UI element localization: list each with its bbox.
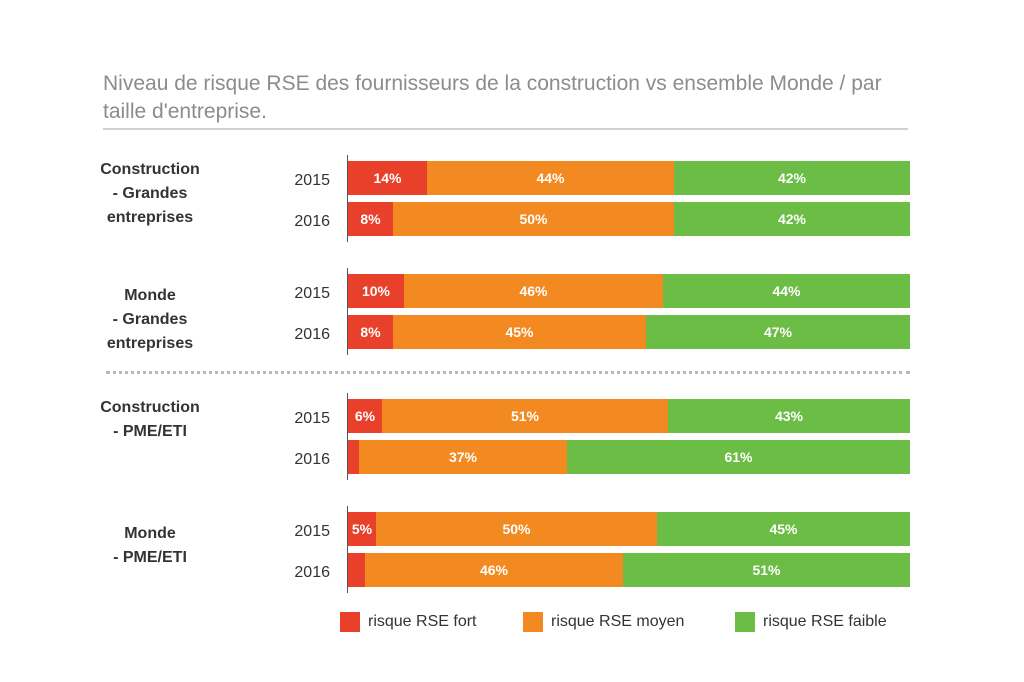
bar-segment-fort [348,202,393,236]
data-label: 50% [519,211,548,227]
group-label-line: - PME/ETI [113,549,187,566]
year-label: 2016 [294,564,330,581]
data-label: 45% [769,521,798,537]
bar-segment-fort [348,161,427,195]
group-label-line: Construction [100,161,200,178]
bar-segment-moyen [376,512,657,546]
data-label: 5% [351,521,373,537]
bar-segment-faible [646,315,910,349]
group-label-line: entreprises [106,335,194,352]
year-label: 2016 [294,213,330,230]
data-label: 47% [763,324,793,340]
bar-segment-moyen [393,315,646,349]
bar-segment-moyen [382,399,668,433]
stacked-bar: 3%46%51% [348,553,910,587]
data-label: 46% [479,562,509,578]
data-label: 45% [505,324,534,340]
bar-segment-faible [623,553,910,587]
bar-segment-moyen [359,440,567,474]
bar-segment-faible [668,399,910,433]
group-label: Construction - PME/ETI [70,396,230,444]
legend-label: risque RSE fort [368,613,477,630]
stacked-bar: 8% 45% 47% [348,315,910,349]
bar-segment-fort [348,553,365,587]
bar-segment-fort [348,399,382,433]
stacked-bar: 6% 51% 43% [348,399,910,433]
bar-segment-faible [663,274,910,308]
bar-segment-moyen [427,161,674,195]
group-label-line: entreprises [106,209,194,226]
stacked-bar: 8% 50% 42% [348,202,910,236]
group-axis-line [347,155,348,242]
legend-swatch [340,612,360,632]
group-axis-line [347,393,348,480]
legend-swatch [523,612,543,632]
bar-segment-fort [348,315,393,349]
year-label: 2016 [294,451,330,468]
data-label: 51% [510,408,540,424]
data-label: 42% [777,211,807,227]
group-axis-line [347,268,348,355]
data-label: 50% [502,521,531,537]
bar-segment-fort [348,440,359,474]
data-label: 8% [360,211,381,227]
group-label: Monde - PME/ETI [70,522,230,570]
group-label-line: Construction [100,399,200,416]
stacked-bar: 2%37%61% [348,440,910,474]
bar-segment-faible [674,161,910,195]
data-label: 61% [724,449,753,465]
bar-segment-faible [657,512,910,546]
stacked-bar: 14% 44% 42% [348,161,910,195]
chart-title: Niveau de risque RSE des fournisseurs de… [103,72,882,123]
group-label: Construction - Grandes entreprises [70,158,230,230]
year-label: 2015 [294,523,330,540]
bar-segment-fort [348,274,404,308]
data-label: 37% [448,449,478,465]
group-separator [106,371,910,374]
group-label-line: Monde [124,525,176,542]
group-label-line: - Grandes [112,185,188,202]
legend-label: risque RSE moyen [551,613,685,630]
year-label: 2016 [294,326,330,343]
data-label: 51% [752,562,781,578]
data-label: 42% [777,170,807,186]
bar-segment-faible [674,202,910,236]
title-divider [103,128,908,130]
data-label: 44% [772,283,801,299]
legend-label: risque RSE faible [763,613,887,630]
year-label: 2015 [294,285,330,302]
data-label: 46% [519,283,548,299]
group-label-line: Monde [124,287,176,304]
data-label: 44% [536,170,565,186]
group-label: Monde - Grandes entreprises [70,284,230,356]
group-label-line: - Grandes [112,311,188,328]
year-label: 2015 [294,410,330,427]
bar-segment-moyen [365,553,623,587]
stacked-bar: 10% 46% 44% [348,274,910,308]
data-label: 14% [373,170,402,186]
group-axis-line [347,506,348,593]
data-label: 6% [354,408,376,424]
bar-segment-faible [567,440,910,474]
data-label: 8% [360,324,381,340]
group-label-line: - PME/ETI [113,423,187,440]
data-label: 43% [774,408,804,424]
stacked-bar: 5% 50% 45% [348,512,910,546]
bar-segment-moyen [393,202,674,236]
legend-swatch [735,612,755,632]
bar-segment-fort [348,512,376,546]
bar-segment-moyen [404,274,663,308]
year-label: 2015 [294,172,330,189]
data-label: 10% [361,283,391,299]
